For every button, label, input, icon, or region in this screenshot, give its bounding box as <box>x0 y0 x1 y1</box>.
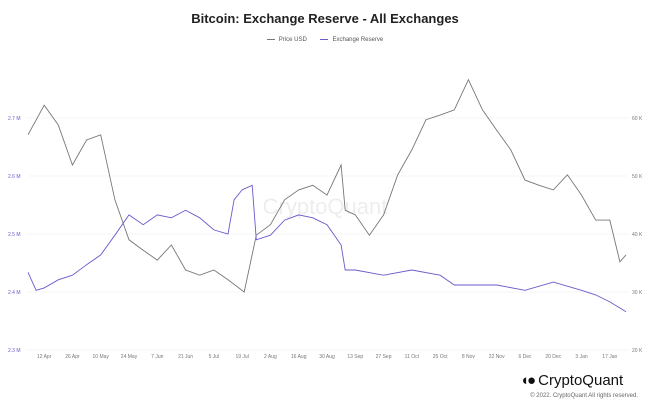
copyright: © 2022. CryptoQuant All rights reserved. <box>530 393 638 399</box>
y-right-tick: 20 K <box>632 348 643 354</box>
x-tick: 17 Jan <box>602 354 617 360</box>
logo-icon: ◖● <box>520 372 536 389</box>
x-tick: 7 Jun <box>151 354 163 360</box>
x-tick: 3 Jan <box>575 354 587 360</box>
legend-item-reserve[interactable]: Exchange Reserve <box>320 37 383 43</box>
x-tick: 5 Jul <box>209 354 220 360</box>
legend: Price USD Exchange Reserve <box>0 36 650 43</box>
x-tick: 20 Dec <box>545 354 561 360</box>
y-right-tick: 60 K <box>632 116 643 122</box>
legend-item-price[interactable]: Price USD <box>266 36 307 43</box>
x-tick: 30 Aug <box>319 354 335 360</box>
x-tick: 27 Sep <box>376 354 392 360</box>
x-tick: 11 Oct <box>405 354 420 360</box>
x-tick: 2 Aug <box>264 354 277 360</box>
x-tick: 8 Nov <box>462 354 476 360</box>
legend-label: Price USD <box>278 36 307 43</box>
y-left-tick: 2.4 M <box>8 290 21 296</box>
chart-title: Bitcoin: Exchange Reserve - All Exchange… <box>191 11 459 26</box>
x-tick: 6 Dec <box>518 354 532 360</box>
x-tick: 19 Jul <box>235 354 248 360</box>
y-right-tick: 50 K <box>632 174 643 180</box>
watermark: CryptoQuant <box>263 194 388 219</box>
x-tick: 12 Apr <box>37 354 52 360</box>
x-tick: 13 Sep <box>347 354 363 360</box>
y-left-tick: 2.5 M <box>8 232 21 238</box>
x-tick: 24 May <box>121 354 138 360</box>
series-line-reserve <box>27 184 627 313</box>
x-tick: 21 Jun <box>178 354 193 360</box>
series-line-price <box>27 78 627 293</box>
y-left-tick: 2.7 M <box>8 116 21 122</box>
x-tick: 25 Oct <box>433 354 448 360</box>
x-tick: 26 Apr <box>65 354 80 360</box>
y-right-tick: 30 K <box>632 290 643 296</box>
x-tick: 10 May <box>93 354 110 360</box>
x-tick: 22 Nov <box>489 354 505 360</box>
y-left-tick: 2.6 M <box>8 174 21 180</box>
y-left-tick: 2.3 M <box>8 348 21 354</box>
brand-logo: ◖● CryptoQuant <box>520 372 623 389</box>
x-tick: 16 Aug <box>291 354 307 360</box>
brand-name: CryptoQuant <box>538 372 624 389</box>
y-right-tick: 40 K <box>632 232 643 238</box>
legend-label: Exchange Reserve <box>332 36 384 43</box>
